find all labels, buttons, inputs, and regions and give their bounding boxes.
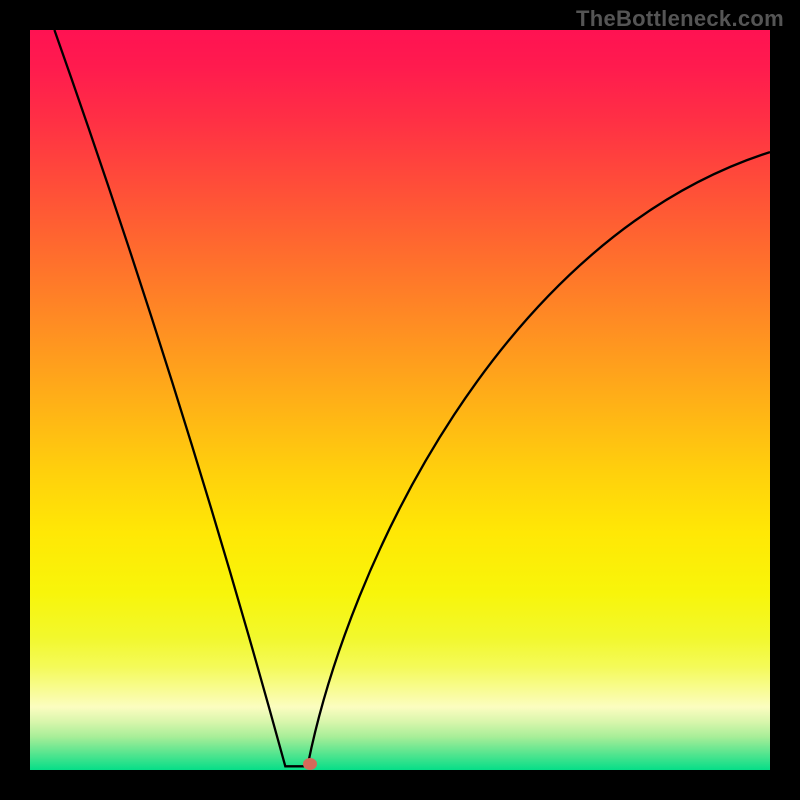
watermark-text: TheBottleneck.com bbox=[576, 6, 784, 32]
bottleneck-curve-path bbox=[54, 30, 770, 766]
optimal-point-marker bbox=[303, 758, 317, 770]
bottleneck-curve bbox=[0, 0, 800, 800]
chart-container: TheBottleneck.com bbox=[0, 0, 800, 800]
